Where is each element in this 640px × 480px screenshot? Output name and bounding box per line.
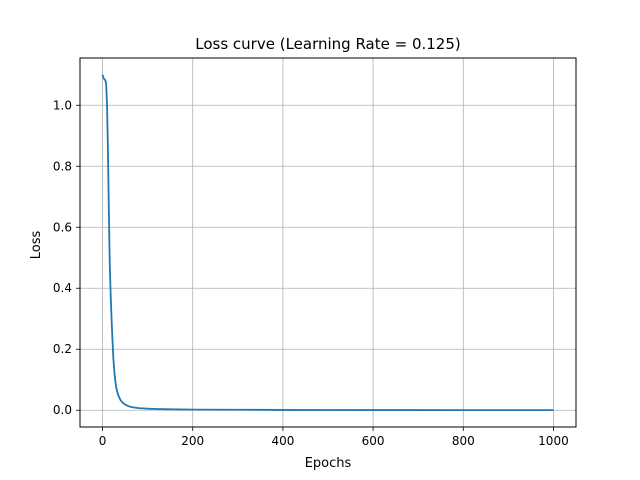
- x-tick-label: 200: [181, 434, 204, 448]
- series-layer: [101, 74, 554, 412]
- x-axis-ticks: 0 200 400 600 800 1000: [99, 427, 569, 448]
- x-tick-label: 400: [271, 434, 294, 448]
- x-axis-label: Epochs: [305, 456, 352, 471]
- chart-title: Loss curve (Learning Rate = 0.125): [195, 35, 461, 53]
- y-tick-label: 0.8: [53, 159, 72, 173]
- grid: [80, 58, 576, 427]
- y-tick-label: 0.0: [53, 403, 72, 417]
- y-tick-label: 1.0: [53, 98, 72, 112]
- y-axis-label: Loss: [29, 231, 44, 260]
- x-tick-label: 0: [99, 434, 107, 448]
- y-tick-label: 0.4: [53, 281, 72, 295]
- x-tick-label: 600: [362, 434, 385, 448]
- loss-series-line: [101, 74, 554, 412]
- x-tick-label: 800: [452, 434, 475, 448]
- plot-frame: [79, 57, 577, 428]
- y-tick-label: 0.6: [53, 220, 72, 234]
- y-axis-ticks: 0.0 0.2 0.4 0.6 0.8 1.0: [53, 98, 80, 417]
- x-tick-label: 1000: [538, 434, 569, 448]
- y-tick-label: 0.2: [53, 342, 72, 356]
